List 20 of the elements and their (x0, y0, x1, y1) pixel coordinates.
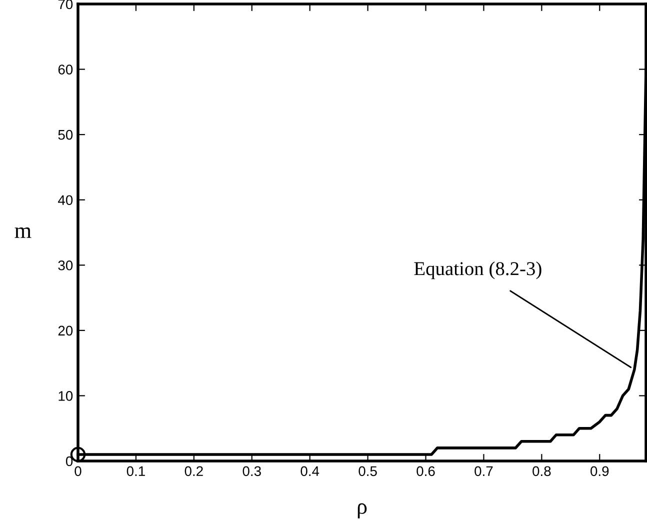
y-tick-label: 40 (58, 195, 73, 206)
y-tick-label: 50 (58, 130, 73, 140)
x-tick-label: 0.5 (358, 466, 377, 476)
x-tick-label: 0.2 (184, 466, 203, 476)
x-axis-title: ρ (358, 503, 367, 518)
y-tick-label: 10 (58, 391, 73, 401)
x-tick-label: 0.9 (590, 466, 609, 476)
x-tick-label: 0.1 (126, 466, 145, 476)
annotation: Equation (8.2-3) (414, 262, 542, 280)
x-tick-label: 0.4 (300, 466, 320, 476)
x-tick-label: 0.6 (416, 466, 435, 476)
y-axis-title: m (14, 227, 32, 238)
y-tick-label: 0 (66, 456, 73, 466)
y-tick-label: 30 (58, 260, 73, 270)
x-tick-label: 0.7 (474, 466, 493, 476)
x-tick-label: 0 (74, 466, 82, 476)
x-tick-label: 0.3 (242, 466, 261, 476)
x-tick-label: 0.8 (532, 466, 551, 476)
y-tick-label: 60 (58, 64, 73, 74)
y-tick-label: 20 (58, 326, 73, 336)
